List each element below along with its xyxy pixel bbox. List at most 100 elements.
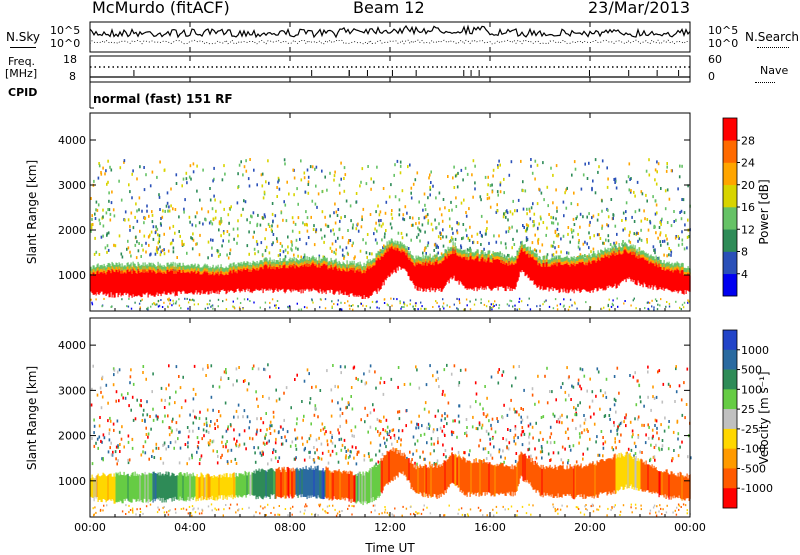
velocity-scatter-cell <box>104 436 106 439</box>
velocity-scatter-cell <box>171 429 173 432</box>
velocity-scatter-cell <box>130 409 132 412</box>
power-scatter-cell <box>631 216 633 219</box>
power-lowrange-cell <box>553 307 554 309</box>
velocity-scatter-cell <box>394 434 396 437</box>
velocity-scatter-cell <box>239 433 241 436</box>
velocity-scatter-cell <box>337 428 339 431</box>
velocity-scatter-cell <box>272 451 274 454</box>
velocity-scatter-cell <box>310 434 312 437</box>
power-lowrange-cell <box>530 308 531 310</box>
power-scatter-cell <box>588 162 590 165</box>
power-scatter-cell <box>217 249 219 252</box>
velocity-scatter-cell <box>136 399 138 402</box>
power-lowrange-cell <box>325 298 326 300</box>
velocity-scatter-cell <box>180 386 182 389</box>
power-scatter-cell <box>665 234 667 237</box>
velocity-scatter-cell <box>102 376 104 379</box>
velocity-scatter-cell <box>413 436 415 439</box>
power-scatter-cell <box>567 233 569 236</box>
power-scatter-cell <box>299 231 301 234</box>
velocity-scatter-cell <box>631 449 633 452</box>
power-scatter-cell <box>399 213 401 216</box>
power-lowrange-cell <box>435 300 436 302</box>
power-lowrange-cell <box>403 306 404 308</box>
velocity-scatter-cell <box>110 420 112 423</box>
power-scatter-cell <box>360 181 362 184</box>
velocity-scatter-cell <box>368 455 370 458</box>
power-scatter-cell <box>583 173 585 176</box>
velocity-scatter-cell <box>516 452 518 455</box>
power-scatter-cell <box>575 168 577 171</box>
velocity-scatter-cell <box>433 430 435 433</box>
velocity-scatter-cell <box>152 450 154 453</box>
power-scatter-cell <box>558 245 560 248</box>
power-scatter-cell <box>246 218 248 221</box>
power-scatter-cell <box>595 158 597 161</box>
power-scatter-cell <box>483 248 485 251</box>
velocity-scatter-cell <box>632 433 634 436</box>
power-lowrange-cell <box>518 301 519 303</box>
velocity-scatter-cell <box>379 450 381 453</box>
power-lowrange-cell <box>527 304 528 306</box>
velocity-scatter-cell <box>213 440 215 443</box>
velocity-scatter-cell <box>255 390 257 393</box>
power-scatter-cell <box>637 181 639 184</box>
power-scatter-cell <box>261 241 263 244</box>
power-lowrange-cell <box>493 303 494 305</box>
velocity-scatter-cell <box>315 385 317 388</box>
velocity-scatter-cell <box>325 430 327 433</box>
power-lowrange-cell <box>349 305 350 307</box>
velocity-scatter-cell <box>576 460 578 463</box>
power-scatter-cell <box>526 239 528 242</box>
velocity-scatter-cell <box>513 365 515 368</box>
velocity-scatter-cell <box>143 365 145 368</box>
velocity-scatter-cell <box>129 381 131 384</box>
power-lowrange-cell <box>372 301 373 303</box>
velocity-scatter-cell <box>313 446 315 449</box>
power-scatter-cell <box>307 216 309 219</box>
velocity-scatter-cell <box>321 443 323 446</box>
power-lowrange-cell <box>469 301 470 303</box>
velocity-scatter-cell <box>378 461 380 464</box>
velocity-scatter-cell <box>364 459 366 462</box>
velocity-scatter-cell <box>330 431 332 434</box>
velocity-scatter-cell <box>444 394 446 397</box>
velocity-scatter-cell <box>613 421 615 424</box>
power-lowrange-cell <box>249 300 250 302</box>
power-scatter-cell <box>409 216 411 219</box>
power-scatter-cell <box>328 225 330 228</box>
power-scatter-cell <box>370 213 372 216</box>
power-scatter-cell <box>106 251 108 254</box>
velocity-scatter-cell <box>530 423 532 426</box>
power-scatter-cell <box>486 227 488 230</box>
velocity-scatter-cell <box>605 441 607 444</box>
power-scatter-cell <box>245 159 247 162</box>
power-scatter-cell <box>173 247 175 250</box>
power-scatter-cell <box>141 244 143 247</box>
power-scatter-cell <box>413 183 415 186</box>
power-scatter-cell <box>450 201 452 204</box>
power-scatter-cell <box>409 164 411 167</box>
velocity-scatter-cell <box>119 450 121 453</box>
power-scatter-cell <box>280 249 282 252</box>
power-scatter-cell <box>111 169 113 172</box>
velocity-scatter-cell <box>654 455 656 458</box>
power-scatter-cell <box>219 253 221 256</box>
velocity-scatter-cell <box>274 429 276 432</box>
velocity-scatter-cell <box>501 374 503 377</box>
power-scatter-cell <box>316 166 318 169</box>
velocity-scatter-cell <box>115 457 117 460</box>
power-scatter-cell <box>389 195 391 198</box>
power-scatter-cell <box>552 245 554 248</box>
velocity-scatter-cell <box>385 445 387 448</box>
velocity-scatter-cell <box>337 401 339 404</box>
velocity-scatter-cell <box>370 459 372 462</box>
power-scatter-cell <box>410 239 412 242</box>
velocity-scatter-cell <box>650 458 652 461</box>
power-scatter-cell <box>144 217 146 220</box>
power-scatter-cell <box>181 240 183 243</box>
velocity-scatter-cell <box>203 428 205 431</box>
power-scatter-cell <box>442 220 444 223</box>
velocity-scatter-cell <box>620 434 622 437</box>
power-scatter-cell <box>215 217 217 220</box>
